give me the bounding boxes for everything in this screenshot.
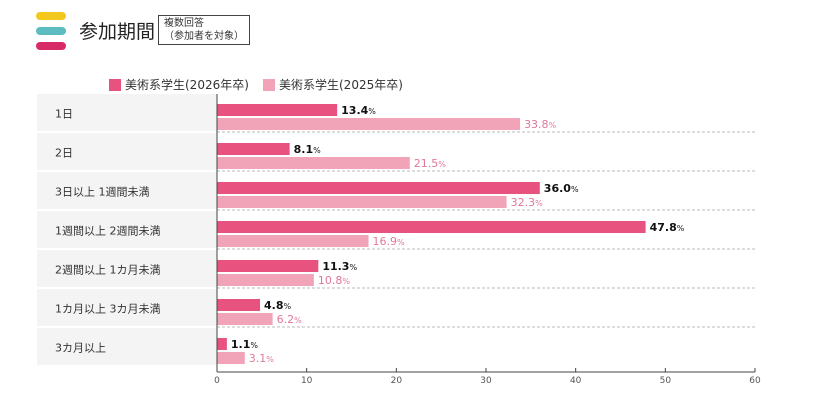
- bar: [217, 196, 507, 208]
- x-tick-label: 10: [301, 376, 313, 386]
- category-band: [37, 250, 217, 287]
- percent-unit: %: [535, 199, 543, 208]
- category-band: [37, 328, 217, 365]
- percent-unit: %: [677, 224, 685, 233]
- deco-bar-teal: [36, 27, 66, 35]
- bar: [217, 235, 369, 247]
- legend-swatch: [263, 78, 275, 91]
- percent-unit: %: [342, 277, 350, 286]
- percent-unit: %: [284, 302, 292, 311]
- bar: [217, 274, 314, 286]
- category-label: 3日以上 1週間未満: [55, 186, 150, 199]
- chart-note: 複数回答 （参加者を対象）: [158, 15, 250, 45]
- bar: [217, 104, 338, 116]
- category-label: 2週間以上 1カ月未満: [55, 264, 161, 277]
- percent-unit: %: [549, 121, 557, 130]
- data-label: 10.8%: [318, 274, 351, 287]
- percent-unit: %: [313, 146, 321, 155]
- category-label: 1カ月以上 3カ月未満: [55, 303, 161, 316]
- legend-item-2026: 美術系学生(2026年卒): [109, 76, 249, 93]
- data-label: 11.3%: [322, 260, 357, 273]
- category-label: 3カ月以上: [55, 342, 106, 355]
- category-band: [37, 289, 217, 326]
- legend-item-2025: 美術系学生(2025年卒): [263, 76, 403, 93]
- data-label: 4.8%: [264, 299, 292, 312]
- category-band: [37, 94, 217, 131]
- x-tick-label: 20: [391, 376, 403, 386]
- legend-label: 美術系学生(2026年卒): [125, 78, 249, 92]
- data-label: 36.0%: [544, 182, 579, 195]
- deco-bar-yellow: [36, 12, 66, 20]
- data-label: 32.3%: [511, 196, 543, 209]
- bar: [217, 182, 540, 194]
- data-label: 13.4%: [341, 104, 376, 117]
- data-label: 1.1%: [231, 338, 259, 351]
- bar: [217, 313, 273, 325]
- category-band: [37, 133, 217, 170]
- x-tick-label: 50: [660, 376, 672, 386]
- data-label: 3.1%: [249, 352, 275, 365]
- bar: [217, 221, 646, 233]
- category-label: 1日: [55, 108, 73, 121]
- x-tick-label: 0: [214, 376, 220, 386]
- bar: [217, 260, 319, 272]
- x-tick-label: 30: [480, 376, 492, 386]
- percent-unit: %: [266, 355, 274, 364]
- data-label: 21.5%: [414, 157, 447, 170]
- legend-swatch: [109, 78, 121, 91]
- percent-unit: %: [368, 107, 376, 116]
- category-band: [37, 172, 217, 209]
- bar: [217, 338, 227, 350]
- x-tick-label: 60: [749, 376, 761, 386]
- note-line1: 複数回答: [164, 18, 204, 29]
- percent-unit: %: [250, 341, 258, 350]
- data-label: 47.8%: [650, 221, 685, 234]
- data-label: 16.9%: [373, 235, 406, 248]
- category-band: [37, 211, 217, 248]
- category-label: 2日: [55, 147, 73, 160]
- bar: [217, 157, 410, 169]
- percent-unit: %: [294, 316, 302, 325]
- data-label: 6.2%: [277, 313, 303, 326]
- percent-unit: %: [349, 263, 357, 272]
- bar: [217, 352, 245, 364]
- x-tick-label: 40: [570, 376, 582, 386]
- legend-label: 美術系学生(2025年卒): [279, 78, 403, 92]
- chart-title: 参加期間: [79, 21, 156, 43]
- percent-unit: %: [571, 185, 579, 194]
- bar: [217, 299, 261, 311]
- bar: [217, 118, 521, 130]
- data-label: 8.1%: [294, 143, 322, 156]
- note-line2: （参加者を対象）: [164, 31, 244, 42]
- category-label: 1週間以上 2週間未満: [55, 225, 161, 238]
- data-label: 33.8%: [524, 118, 557, 131]
- percent-unit: %: [438, 160, 446, 169]
- percent-unit: %: [397, 238, 405, 247]
- deco-bar-magenta: [36, 42, 66, 50]
- bar: [217, 143, 290, 155]
